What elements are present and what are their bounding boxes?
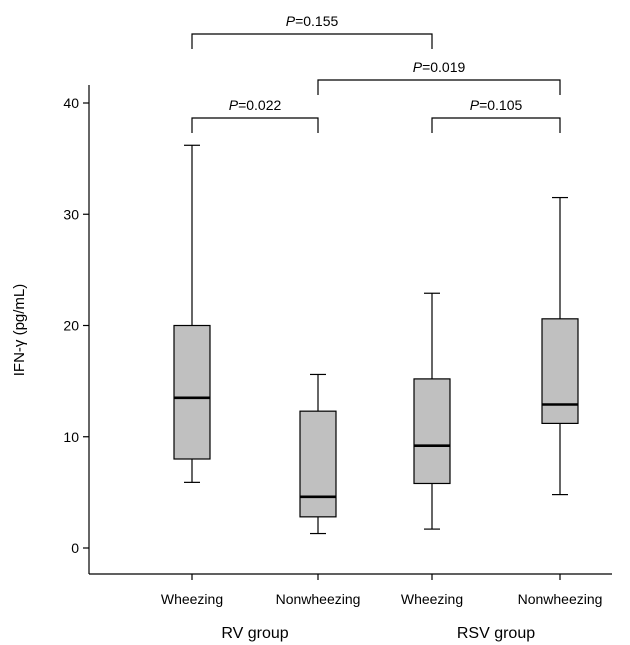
x-tick-label: Nonwheezing [518,591,603,607]
y-ticks: 0 10 20 30 40 [63,95,89,556]
iqr-box [541,318,579,425]
bracket-line [317,79,561,95]
p-value-bracket: P=0.019 [317,59,561,95]
iqr-box [299,410,337,518]
p-value-label: P=0.155 [286,13,339,29]
p-value-label: P=0.019 [413,59,466,75]
y-axis-title: IFN-γ (pg/mL) [11,284,28,377]
p-value: =0.019 [422,59,465,75]
y-tick-label: 10 [63,429,79,445]
box-2 [299,373,337,535]
bracket-line [431,117,561,133]
p-value-bracket: P=0.105 [431,97,561,133]
group-labels: RV group RSV group [221,625,535,642]
p-value: =0.105 [479,97,522,113]
boxes [173,144,579,535]
x-tick-label: Nonwheezing [276,591,361,607]
y-tick-label: 0 [71,540,79,556]
p-symbol: P [470,97,480,113]
group-label: RV group [221,625,288,642]
box-3 [413,292,451,530]
p-value-bracket: P=0.155 [191,13,433,49]
p-symbol: P [229,97,239,113]
p-symbol: P [413,59,423,75]
box-1 [173,144,211,483]
bracket-line [191,33,433,49]
box-4 [541,196,579,496]
p-symbol: P [286,13,296,29]
p-value: =0.022 [238,97,281,113]
x-tick-label: Wheezing [161,591,223,607]
y-tick-label: 20 [63,318,79,334]
y-tick-label: 30 [63,206,79,222]
x-tick-label: Wheezing [401,591,463,607]
p-value-label: P=0.105 [470,97,523,113]
bracket-line [191,117,319,133]
iqr-box [413,378,451,485]
group-label: RSV group [457,625,535,642]
p-value-bracket: P=0.022 [191,97,319,133]
iqr-box [173,324,211,460]
axes [88,85,612,575]
p-value-label: P=0.022 [229,97,282,113]
y-tick-label: 40 [63,95,79,111]
p-value: =0.155 [295,13,338,29]
x-ticks: Wheezing Nonwheezing Wheezing Nonwheezing [161,574,603,607]
